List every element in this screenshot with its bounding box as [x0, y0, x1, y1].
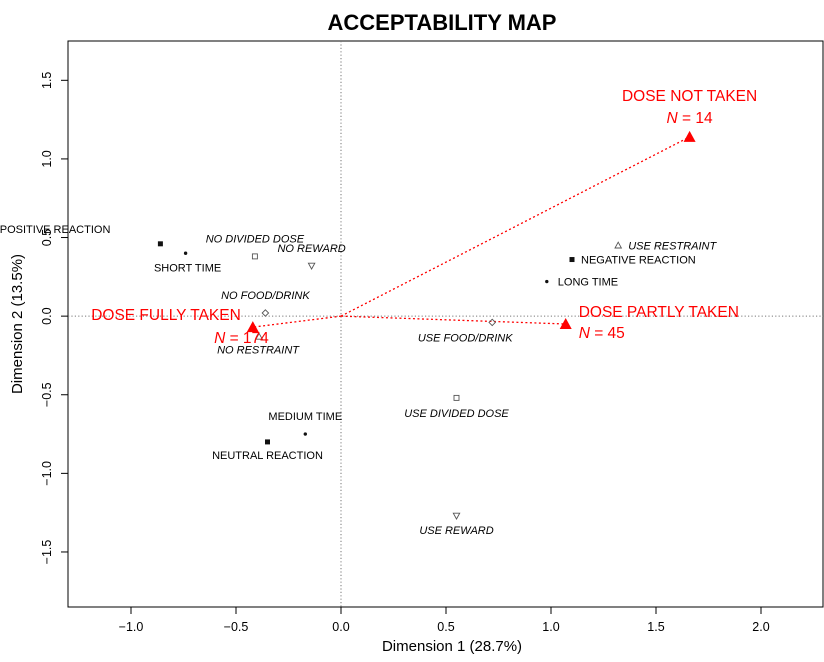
variable-marker	[157, 241, 163, 247]
y-tick-label: −1.5	[40, 540, 54, 565]
variable-label: USE FOOD/DRINK	[418, 332, 513, 344]
y-axis: −1.5 −1.0 −0.5 0.0 0.5 1.0 1.5	[40, 72, 68, 565]
y-tick-label: 1.0	[40, 150, 54, 167]
x-tick-label: −1.0	[119, 620, 144, 634]
variable-marker	[488, 318, 497, 327]
x-tick-label: 1.0	[542, 620, 559, 634]
group-vectors	[252, 136, 690, 328]
variable-label: NO RESTRAINT	[217, 345, 300, 357]
group-label: DOSE FULLY TAKEN	[91, 307, 241, 324]
y-axis-label: Dimension 2 (13.5%)	[9, 254, 26, 394]
group-vector-line	[340, 136, 690, 317]
group-marker	[246, 321, 259, 333]
x-tick-label: 2.0	[752, 620, 769, 634]
variable-marker	[303, 432, 307, 436]
variable-marker	[261, 309, 270, 317]
variable-label: NEUTRAL REACTION	[212, 450, 323, 462]
variable-marker	[265, 439, 270, 445]
group-marker	[683, 130, 696, 142]
group-label: DOSE NOT TAKEN	[622, 88, 757, 105]
variable-marker	[569, 257, 575, 263]
group-n-label: N = 174	[214, 330, 269, 347]
variable-label: USE REWARD	[419, 525, 493, 537]
group-n-label: N = 45	[579, 325, 625, 342]
variable-label: USE DIVIDED DOSE	[404, 408, 509, 420]
variable-marker	[183, 251, 188, 255]
variable-label: NO REWARD	[277, 243, 345, 255]
variable-marker	[307, 262, 316, 270]
reference-lines	[68, 41, 824, 607]
group-points: DOSE NOT TAKEN N = 14 DOSE FULLY TAKEN N = …	[91, 88, 757, 347]
y-tick-label: 0.0	[40, 307, 54, 324]
variable-label: NO FOOD/DRINK	[221, 290, 310, 302]
group-marker	[559, 318, 572, 329]
y-tick-label: 0.5	[40, 229, 54, 246]
group-vector-line	[340, 315, 566, 325]
variable-label: USE RESTRAINT	[628, 240, 717, 252]
variable-label: POSITIVE REACTION	[0, 224, 110, 236]
variable-marker	[452, 512, 461, 520]
variable-marker	[251, 253, 258, 260]
variable-label: NEGATIVE REACTION	[581, 255, 696, 267]
x-tick-label: 1.5	[647, 620, 664, 634]
variable-label: LONG TIME	[558, 277, 618, 289]
variable-marker	[545, 279, 549, 284]
variable-label: MEDIUM TIME	[268, 411, 342, 423]
variable-points: POSITIVE REACTION SHORT TIME NO DIVIDED DO…	[0, 224, 717, 537]
x-axis-label: Dimension 1 (28.7%)	[382, 638, 522, 655]
variable-label: NO DIVIDED DOSE	[206, 233, 305, 245]
variable-marker	[255, 332, 264, 340]
variable-label: SHORT TIME	[154, 262, 221, 274]
variable-marker	[614, 241, 623, 249]
y-tick-label: −1.0	[40, 461, 54, 486]
group-label: DOSE PARTLY TAKEN	[579, 304, 739, 321]
y-tick-label: −0.5	[40, 382, 54, 407]
x-tick-label: 0.0	[332, 620, 349, 634]
x-tick-label: 0.5	[437, 620, 454, 634]
x-tick-label: −0.5	[224, 620, 249, 634]
group-n-label: N = 14	[667, 110, 713, 127]
group-vector-line	[252, 315, 342, 328]
y-tick-label: 1.5	[40, 72, 54, 89]
x-axis: −1.0 −0.5 0.0 0.5 1.0 1.5 2.0	[119, 607, 770, 634]
chart-title: ACCEPTABILITY MAP	[328, 10, 557, 35]
variable-marker	[453, 394, 460, 401]
